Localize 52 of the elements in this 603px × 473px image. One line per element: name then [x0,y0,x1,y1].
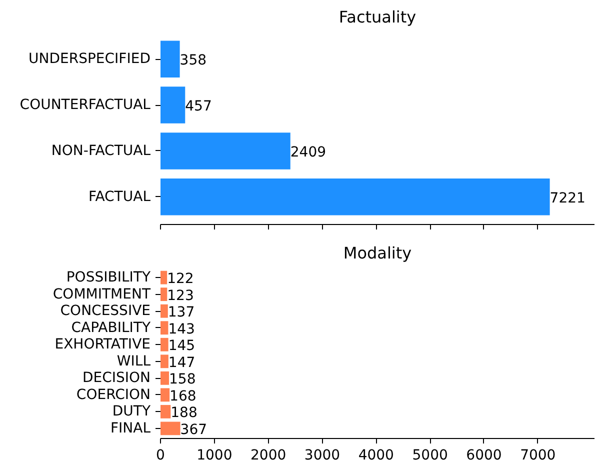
y-tick-label: WILL [116,353,151,370]
x-tick-label: 7000 [520,448,556,464]
y-tick-label: DUTY [112,404,151,420]
bar [160,132,290,170]
bar [160,404,171,418]
y-tick-label: COERCION [76,386,151,403]
bar [160,288,168,302]
bar [160,354,168,368]
bar [160,338,168,352]
data-label: 123 [167,288,194,304]
bar [160,388,170,402]
y-tick-label: FINAL [110,420,151,436]
y-tick-label: NON-FACTUAL [51,142,151,159]
data-label: 168 [170,388,196,404]
data-label: 457 [185,98,212,115]
data-label: 137 [168,304,195,321]
chart-title: Factuality [338,8,416,26]
data-label: 2409 [290,144,326,160]
bar [160,178,550,216]
data-label: 147 [168,354,196,371]
y-tick-label: UNDERSPECIFIED [28,51,151,68]
bar [160,371,170,385]
data-label: 188 [170,405,198,422]
y-tick-label: EXHORTATIVE [54,336,151,353]
bar [160,270,168,284]
x-tick-label: 1000 [196,448,232,464]
y-tick-label: COUNTERFACTUAL [20,97,151,114]
bar [160,86,186,124]
data-label: 367 [180,422,208,438]
chart-title: Modality [343,244,412,262]
data-label: 358 [180,52,207,69]
y-tick-label: CONCESSIVE [60,303,151,320]
x-tick-label: 6000 [466,448,502,464]
bar [160,321,168,335]
data-label: 145 [168,338,196,354]
data-label: 143 [168,321,195,338]
data-label: 122 [167,271,194,288]
y-tick-label: DECISION [82,370,151,386]
data-label: 7221 [550,190,586,206]
bar [160,40,180,78]
y-tick-label: CAPABILITY [71,320,151,336]
bar [160,422,180,436]
x-tick-label: 2000 [250,448,286,464]
x-tick-label: 3000 [304,448,340,464]
data-label: 158 [169,372,196,388]
y-tick-label: FACTUAL [88,188,151,205]
y-tick-label: POSSIBILITY [66,270,151,286]
x-tick-label: 0 [156,448,165,464]
x-tick-label: 4000 [358,448,394,464]
bar [160,304,168,318]
x-tick-label: 5000 [412,448,448,464]
y-tick-label: COMMITMENT [52,286,151,302]
